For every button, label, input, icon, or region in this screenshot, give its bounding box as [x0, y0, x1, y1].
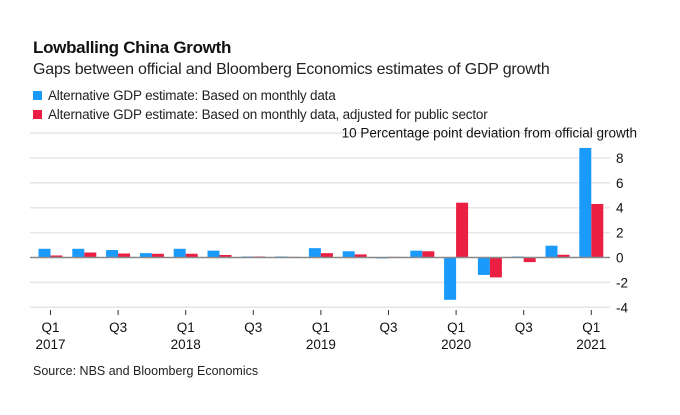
bar-public-sector [557, 254, 570, 258]
bar-public-sector [151, 253, 164, 258]
legend-swatch-red [33, 110, 42, 119]
y-tick-label: 2 [616, 226, 624, 241]
bar-monthly [38, 248, 51, 258]
x-tick-year-label: 2020 [441, 337, 471, 352]
bar-monthly [444, 257, 457, 300]
y-tick-label: 0 [616, 251, 624, 266]
x-tick-quarter-label: Q3 [379, 320, 397, 335]
bar-public-sector [219, 255, 232, 258]
bar-monthly [410, 250, 423, 258]
bar-public-sector [84, 252, 97, 258]
x-tick-quarter-label: Q1 [41, 320, 59, 335]
y-axis-ticks: 10 Percentage point deviation from offic… [342, 126, 637, 316]
y-tick-label: 8 [616, 151, 624, 166]
y-tick-label: 6 [616, 176, 624, 191]
bar-monthly [106, 250, 119, 258]
bar-public-sector [50, 255, 63, 258]
legend-item-monthly: Alternative GDP estimate: Based on month… [33, 86, 488, 105]
bar-public-sector [523, 257, 536, 263]
y-tick-label: 4 [616, 201, 624, 216]
x-tick-year-label: 2019 [306, 337, 336, 352]
x-tick-quarter-label: Q1 [312, 320, 330, 335]
legend: Alternative GDP estimate: Based on month… [33, 86, 488, 124]
bar-public-sector [185, 253, 198, 258]
y-axis-unit-label: 10 Percentage point deviation from offic… [342, 126, 637, 141]
bar-monthly [72, 248, 85, 258]
bar-monthly [207, 250, 220, 258]
x-tick-quarter-label: Q3 [515, 320, 533, 335]
bar-public-sector [489, 257, 502, 278]
y-tick-label: -4 [616, 300, 628, 315]
legend-label-monthly: Alternative GDP estimate: Based on month… [48, 88, 336, 103]
bar-public-sector [118, 253, 131, 258]
bar-monthly [477, 257, 490, 275]
x-tick-quarter-label: Q1 [447, 320, 465, 335]
legend-item-public-sector: Alternative GDP estimate: Based on month… [33, 105, 488, 124]
bar-monthly [308, 248, 321, 258]
bar-monthly [173, 248, 186, 258]
x-tick-quarter-label: Q1 [177, 320, 195, 335]
bar-monthly [139, 253, 152, 258]
bar-public-sector [591, 203, 604, 258]
bar-monthly [545, 245, 558, 258]
x-tick-year-label: 2021 [576, 337, 606, 352]
bars [38, 147, 604, 300]
legend-swatch-blue [33, 91, 42, 100]
chart-subtitle: Gaps between official and Bloomberg Econ… [33, 61, 550, 78]
bar-public-sector [320, 253, 333, 258]
x-tick-quarter-label: Q3 [244, 320, 262, 335]
y-tick-label: -2 [616, 275, 628, 290]
x-tick-year-label: 2018 [171, 337, 201, 352]
bar-monthly [579, 147, 592, 258]
bar-monthly [342, 251, 355, 258]
gridlines [30, 132, 610, 309]
bar-public-sector [354, 254, 367, 258]
chart-title: Lowballing China Growth [33, 38, 232, 57]
bar-public-sector [456, 202, 469, 258]
x-axis-ticks: Q1 2017 Q3 Q1 2018 Q3 Q1 2019 Q3 Q1 2020 Q3 Q1 2021 [35, 310, 606, 352]
x-tick-quarter-label: Q3 [109, 320, 127, 335]
source-note: Source: NBS and Bloomberg Economics [33, 364, 259, 378]
x-tick-year-label: 2017 [35, 337, 65, 352]
bar-public-sector [422, 251, 435, 258]
x-tick-quarter-label: Q1 [582, 320, 600, 335]
legend-label-public-sector: Alternative GDP estimate: Based on month… [48, 107, 488, 122]
